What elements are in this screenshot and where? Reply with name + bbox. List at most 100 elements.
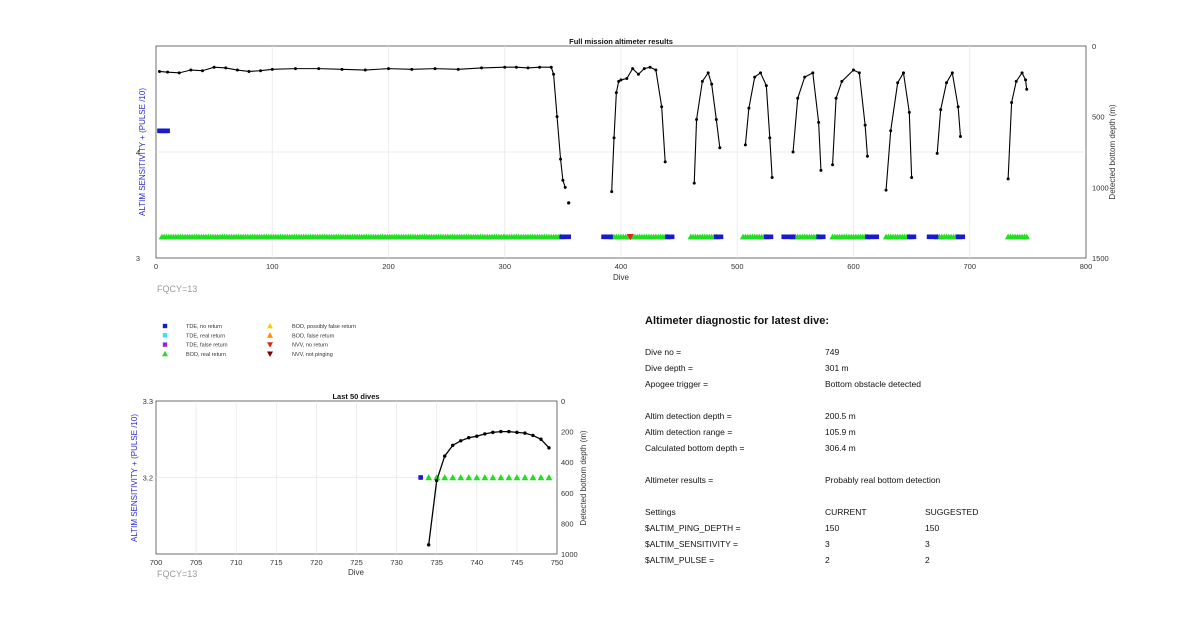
bottom-depth-point [426,543,431,547]
bottom-depth-point [896,81,900,85]
bottom-depth-point [483,432,487,436]
legend-marker-triangle [162,350,168,357]
bottom-depth-line [885,71,913,191]
settings-header-label: Settings [645,507,676,517]
tde-no-return-marker [764,234,769,240]
tde-no-return-marker [867,234,873,240]
bottom-depth-point [177,71,181,75]
tde-no-return-marker [165,128,170,134]
bottom-plot-xtick-label: 715 [270,558,283,567]
bottom-depth-point [563,185,567,189]
bod-real-return-marker [481,474,489,481]
top-plot: 0 100 200 300 400 500 600 700 80034050010001500 … [136,37,1117,294]
bottom-depth-point [340,67,344,71]
bottom-depth-point [1025,87,1029,91]
bottom-depth-point [212,65,216,69]
tde-no-return-marker [566,234,571,240]
bottom-depth-point [648,65,652,69]
tde-no-return-marker [608,234,613,240]
bottom-depth-point [759,71,762,75]
bottom-plot-ticks: 700 705 710 715 720 725 730 735 740 745 750 3.2 3.3 0… [143,397,578,567]
bod-real-return-marker [529,474,537,481]
bottom-depth-point [819,168,823,172]
bottom-depth-point [901,71,905,75]
tde-no-return-marker [820,234,826,240]
tde-no-return-marker [788,234,794,240]
bottom-plot-title: Last 50 dives [332,392,379,401]
bottom-depth-point [475,434,479,438]
bottom-depth-point [865,154,869,158]
tde-no-return-marker [716,234,721,240]
tde-no-return-marker [907,234,912,240]
tde-no-return-marker [909,234,914,240]
bottom-plot-ytick-label-right: 0 [561,397,565,406]
tde-no-return-marker [958,234,963,240]
bottom-plot-fqcy: FQCY=13 [157,569,197,579]
bottom-depth-point [451,443,455,448]
bottom-depth-point [259,69,263,73]
bottom-depth-point [547,446,551,450]
bottom-depth-point [796,96,800,100]
diagnostic-panel: Altimeter diagnostic for latest dive: Di… [645,315,978,565]
legend-label: BOD, real return [186,352,226,358]
bod-real-return-marker [441,474,449,481]
tde-no-return-marker [865,234,870,240]
diagnostic-row-label: Altimeter results = [645,475,713,485]
tde-no-return-marker [718,234,724,240]
bottom-plot-xtick-label: 705 [190,558,203,567]
diagnostic-title: Altimeter diagnostic for latest dive: [645,315,829,327]
bottom-depth-point [499,429,503,434]
bottom-depth-point [811,71,815,75]
diagnostic-row-value: 200.5 m [825,411,856,421]
bottom-depth-point [654,68,658,72]
bottom-plot: 700 705 710 715 720 725 730 735 740 745 750 3.2 3.3 0… [130,392,588,579]
bottom-depth-point [189,68,193,72]
bottom-plot-xtick-label: 710 [230,558,243,567]
nvv-no-return-marker [626,234,634,241]
tde-no-return-marker [790,234,796,240]
settings-row-suggested: 2 [925,555,930,565]
bottom-depth-point [692,181,696,185]
bottom-plot-xtick-label: 745 [511,558,524,567]
bottom-depth-point [224,66,228,70]
bod-real-return-marker [465,474,473,481]
bottom-depth-point [770,175,774,179]
top-plot-ytick-label-right: 1000 [1092,183,1109,192]
bod-real-return-marker [1023,233,1030,240]
bod-real-return-marker [497,474,505,481]
bottom-depth-point [910,175,914,179]
diagnostic-row-label: Apogee trigger = [645,379,708,389]
bottom-depth-point [459,439,463,443]
bottom-depth-point [531,433,535,438]
bottom-depth-point [939,108,943,112]
diagnostic-row-value: Bottom obstacle detected [825,379,921,389]
bottom-depth-point [700,79,704,83]
bottom-depth-point [840,79,844,83]
bottom-depth-point [247,69,251,73]
top-plot-xtick-label: 300 [498,262,511,271]
bottom-depth-point [619,78,623,82]
bottom-depth-point [863,123,867,127]
legend-label: BOD, possibly false return [292,324,356,330]
bottom-depth-point [857,71,861,75]
tde-no-return-marker [786,234,791,240]
bottom-depth-point [503,65,507,69]
legend-label: NVV, no return [292,343,328,349]
top-plot-xtick-label: 400 [615,262,628,271]
bottom-depth-point [907,110,911,114]
tde-no-return-marker [601,234,606,240]
diagnostic-row-value: 301 m [825,363,849,373]
legend-marker-triangle [267,332,273,338]
bottom-plot-marks [418,429,553,547]
top-plot-fqcy: FQCY=13 [157,284,197,294]
top-plot-ytick-label-right: 500 [1092,113,1105,122]
tde-no-return-marker [667,234,673,240]
settings-row-current: 2 [825,555,830,565]
bottom-depth-point [467,436,471,440]
tde-no-return-marker [931,234,937,240]
tde-no-return-marker [926,234,932,240]
bottom-plot-ytick-label-left: 3.2 [143,474,153,483]
tde-no-return-marker [818,234,824,240]
bottom-depth-line [792,71,822,171]
bottom-depth-point [617,79,621,83]
